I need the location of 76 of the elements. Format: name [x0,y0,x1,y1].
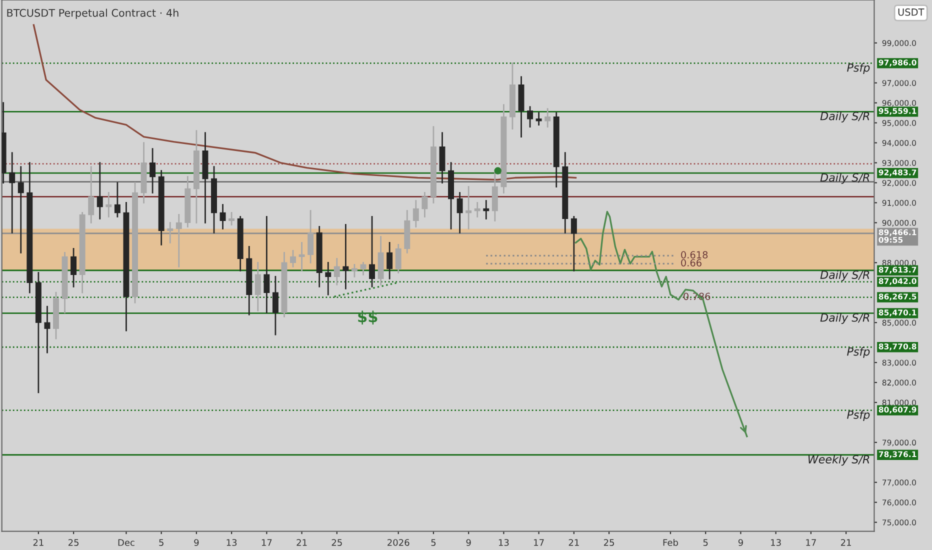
candlestick [106,192,112,218]
x-tick-label: 21 [296,539,307,546]
candlestick [544,108,551,128]
candlestick [264,216,270,314]
candlestick [114,182,120,218]
annotation: Weekly S/R [808,454,870,466]
annotation: $$ [358,310,378,324]
x-tick-label: 5 [431,539,436,546]
annotation: Daily S/R [820,112,870,122]
candlestick [96,162,103,220]
x-tick-label: 13 [226,539,237,546]
annotation: Psfp [847,347,870,358]
x-tick-label: Dec [118,539,134,546]
candlestick [9,152,16,234]
annotation: Psfp [847,410,870,422]
x-tick-label: 13 [498,539,509,546]
annotation: 0.66 [681,259,702,266]
candlestick [254,262,261,312]
candlestick [272,276,278,336]
x-tick-label: 21 [33,539,44,546]
annotation: Daily S/R [820,313,870,324]
candlestick [298,242,305,272]
annotation: 0.618 [681,251,708,258]
candlestick [536,112,542,126]
candlestick [386,242,393,280]
candlestick [474,202,480,218]
candlestick [70,248,77,288]
x-tick-label: 17 [806,539,816,546]
line-series [574,210,748,438]
candlestick [325,262,332,296]
annotation: Daily S/R [820,173,870,184]
candlestick [228,212,235,226]
x-tick-label: 17 [534,539,544,546]
candlestick [492,172,498,222]
x-tick-label: 25 [604,539,614,546]
annotation: Psfp [847,63,870,74]
x-tick-label: 21 [568,539,579,546]
candlestick [176,214,182,268]
x-tick-label: 25 [332,539,342,546]
candlestick [483,200,490,220]
candlestick [395,244,402,274]
line-series [32,24,577,181]
candlestick [44,306,50,354]
text: USDT [898,8,924,16]
candlestick [360,262,366,276]
x-tick-label: 13 [771,539,781,546]
candlestick [351,264,358,278]
x-tick-label: 25 [68,539,79,546]
x-tick-label: 17 [262,539,272,546]
x-tick-label: Feb [663,538,678,546]
x-tick-label: 9 [194,539,199,546]
candlestick [290,250,296,268]
candlestick [412,200,419,228]
candlestick [167,222,174,244]
candlestick [334,258,340,286]
candlestick [456,192,463,234]
candlestick [150,148,156,194]
x-tick-label: 5 [159,539,164,546]
text: BTCUSDT Perpetual Contract · 4h [7,8,178,19]
x-tick-label: 5 [703,539,708,546]
candlestick [308,210,314,264]
annotation: Daily S/R [820,270,870,282]
x-tick-label: 9 [466,539,471,546]
x-tick-label: 21 [840,539,851,546]
candlestick [88,166,94,224]
candlestick [220,204,226,230]
candlestick [527,106,534,128]
candlestick [369,216,376,288]
x-tick-label: 2026 [388,539,410,546]
candlestick [422,192,428,218]
candlestick [18,166,24,254]
candlestick [439,132,446,184]
candlestick [570,216,577,272]
x-tick-label: 9 [738,539,743,546]
candlestick [342,224,349,290]
candlestick [466,186,472,230]
